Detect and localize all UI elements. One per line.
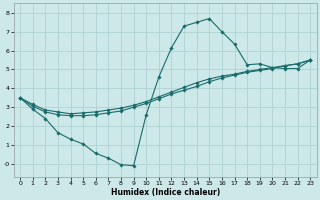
X-axis label: Humidex (Indice chaleur): Humidex (Indice chaleur) (110, 188, 220, 197)
